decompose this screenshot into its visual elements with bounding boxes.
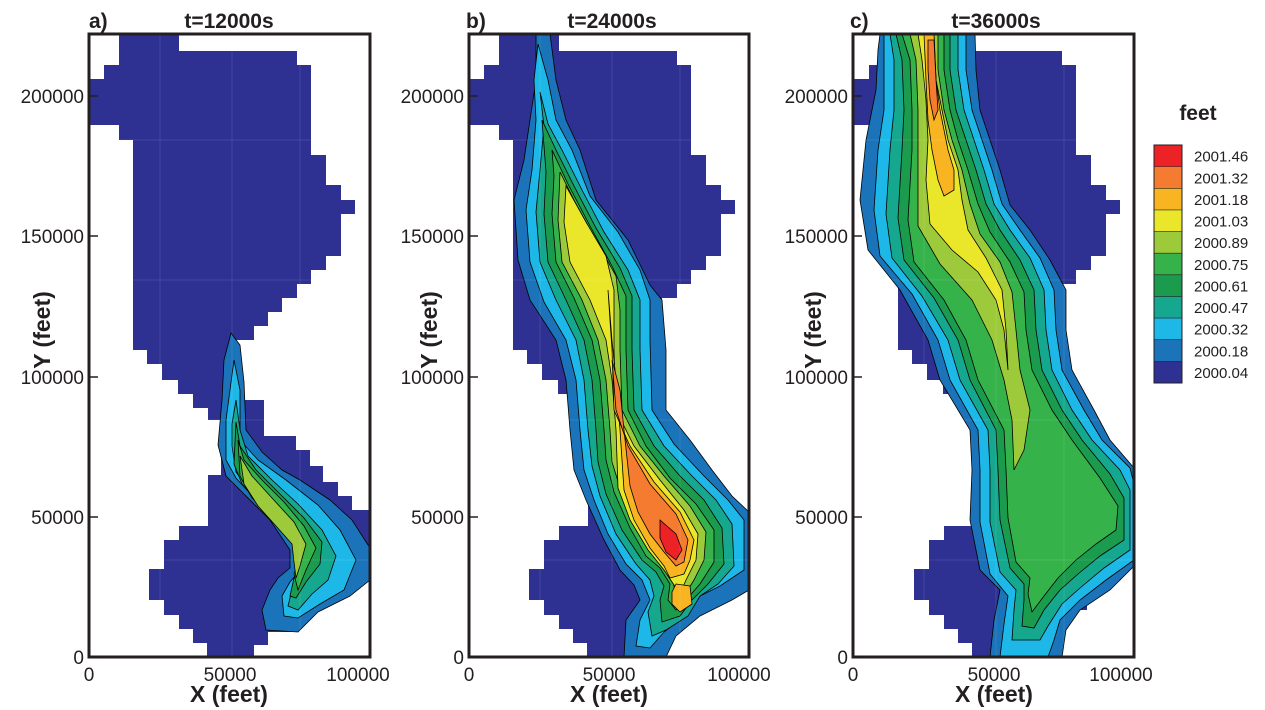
panel-b-contour-l3 [607, 289, 695, 579]
legend-level-label: 2001.18 [1194, 192, 1248, 209]
panel-b-xtick-100000: 100000 [707, 665, 770, 686]
panel-b-letter: b) [466, 10, 486, 33]
panel-a-contours [89, 34, 370, 657]
panel-a-mesh-lines [89, 34, 370, 657]
panel-c-xtick-50000: 50000 [968, 665, 1021, 686]
panel-a-ytick-150000: 150000 [21, 227, 84, 248]
legend-swatch-10 [1154, 361, 1182, 384]
panel-b-contour-l2 [611, 359, 689, 567]
panel-c-ytick-150000: 150000 [785, 227, 848, 248]
legend-level-label: 2001.03 [1194, 214, 1248, 231]
legend-swatches: 2001.46 2001.32 2001.18 2001.03 2000.89 2000.… [1154, 145, 1248, 384]
panel-c-ytick-100000: 100000 [785, 368, 848, 389]
panel-a-title: t=12000s [184, 10, 273, 33]
panel-c-xtick-0: 0 [848, 665, 859, 686]
legend-level-label: 2000.47 [1194, 300, 1248, 317]
legend-level-label: 2000.18 [1194, 343, 1248, 360]
panel-c-contour-l2 [927, 39, 939, 122]
legend-title: feet [1179, 102, 1216, 125]
legend-swatch-3 [1154, 209, 1182, 232]
panel-b-xtick-0: 0 [464, 665, 475, 686]
legend-swatch-1 [1154, 166, 1182, 189]
panel-a-ytick-200000: 200000 [21, 87, 84, 108]
panel-a-ytick-100000: 100000 [21, 368, 84, 389]
panel-c-letter: c) [850, 10, 869, 33]
panel-c-xtick-100000: 100000 [1089, 665, 1152, 686]
panel-c-ytick-50000: 50000 [795, 508, 848, 529]
legend-swatch-6 [1154, 274, 1182, 297]
panel-a-xtick-50000: 50000 [204, 665, 257, 686]
legend-swatch-7 [1154, 296, 1182, 319]
panel-a-contour-l5 [239, 455, 307, 579]
panel-b-contour-l1 [659, 519, 683, 561]
panel-b-title: t=24000s [567, 10, 656, 33]
panel-a-ylabel: Y (feet) [29, 291, 55, 369]
legend-swatch-8 [1154, 318, 1182, 341]
legend-swatch-4 [1154, 231, 1182, 254]
panel-c-mesh-lines [853, 34, 1134, 657]
panel-a-frame [87, 32, 372, 659]
panel-b-mesh-lines [469, 34, 749, 657]
panel-c-contours [853, 34, 1134, 657]
panel-b-ylabel: Y (feet) [416, 291, 442, 369]
panel-c-ytick-200000: 200000 [785, 87, 848, 108]
panel-c-frame [851, 32, 1136, 659]
legend-swatch-5 [1154, 253, 1182, 276]
panel-b-ytick-200000: 200000 [401, 87, 464, 108]
panel-a-y-ticks [89, 95, 98, 658]
panel-c-ylabel: Y (feet) [800, 291, 826, 369]
panel-c-xlabel: X (feet) [955, 681, 1033, 707]
panel-b-contour-low-patch [671, 583, 693, 613]
legend-level-label: 2000.32 [1194, 322, 1248, 339]
panel-a-ytick-50000: 50000 [31, 508, 84, 529]
legend-swatch-9 [1154, 339, 1182, 362]
panel-a-letter: a) [89, 10, 108, 33]
legend-frame [1153, 144, 1183, 384]
panel-b-y-ticks [469, 95, 478, 658]
panel-a-xlabel: X (feet) [190, 681, 268, 707]
panel-b-xlabel: X (feet) [570, 681, 648, 707]
panel-a-xtick-0: 0 [84, 665, 95, 686]
panel-b-ytick-150000: 150000 [401, 227, 464, 248]
panel-b-ytick-50000: 50000 [411, 508, 464, 529]
legend-level-label: 2000.04 [1194, 365, 1248, 382]
legend-level-label: 2001.32 [1194, 170, 1248, 187]
panel-b-xtick-50000: 50000 [583, 665, 636, 686]
panel-b-ytick-100000: 100000 [401, 368, 464, 389]
panel-a-ytick-0: 0 [73, 648, 84, 669]
panel-c: c) t=36000s 0 50000 100000 150000 200000 [785, 10, 1153, 707]
legend-level-label: 2000.75 [1194, 257, 1248, 274]
color-legend: feet 2001.46 2001.32 2001.18 2001.03 2000.89… [1153, 102, 1248, 384]
legend-swatch-2 [1154, 188, 1182, 211]
panel-b: b) t=24000s 0 50000 100000 15000 [401, 10, 771, 707]
legend-swatch-0 [1154, 145, 1182, 168]
legend-level-label: 2000.61 [1194, 278, 1248, 295]
panel-c-ytick-0: 0 [837, 648, 848, 669]
legend-level-label: 2000.89 [1194, 235, 1248, 252]
panel-c-title: t=36000s [951, 10, 1040, 33]
panel-b-ytick-0: 0 [453, 648, 464, 669]
panel-b-frame [467, 32, 751, 659]
panel-b-contours [469, 34, 749, 657]
panel-c-y-ticks [853, 95, 862, 658]
legend-level-label: 2001.46 [1194, 149, 1248, 166]
panel-a: a) t=12000s 0 50000 100000 150000 200000… [21, 10, 390, 707]
panel-a-xtick-100000: 100000 [326, 665, 389, 686]
